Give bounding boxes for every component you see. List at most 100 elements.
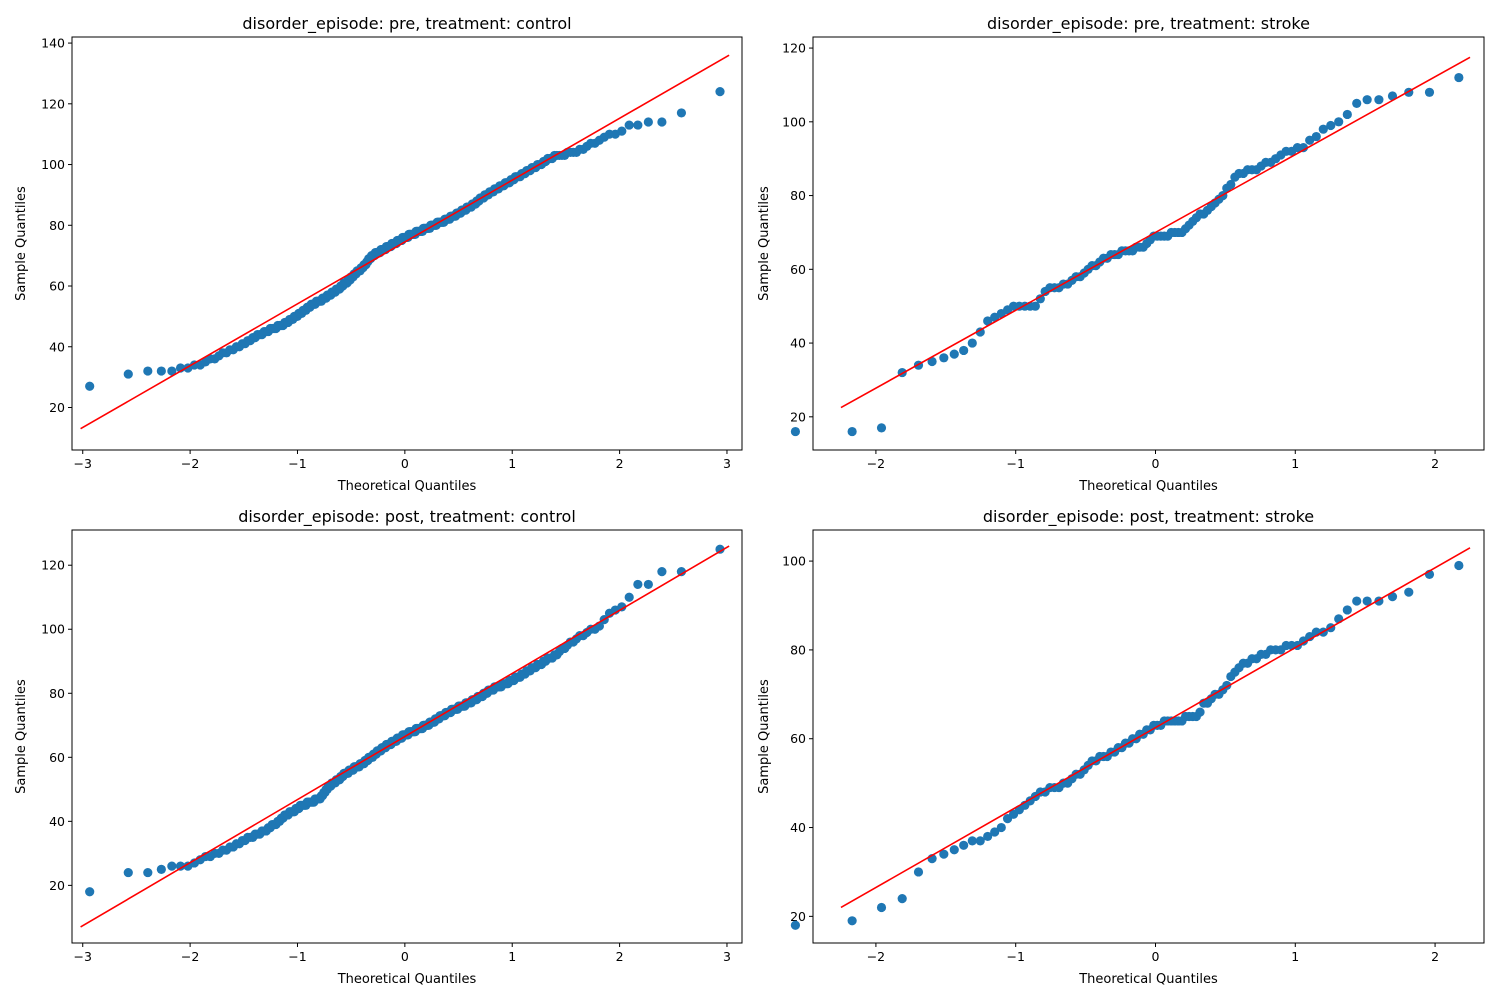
sample-point xyxy=(927,356,937,367)
x-tick-label: 2 xyxy=(1431,456,1439,471)
sample-point xyxy=(790,920,801,930)
sample-point xyxy=(990,827,1000,837)
x-tick-label: −3 xyxy=(74,456,92,471)
y-tick-label: 40 xyxy=(49,339,65,354)
sample-point xyxy=(123,867,133,878)
reference-line xyxy=(840,56,1471,409)
y-tick-label: 80 xyxy=(49,686,65,701)
y-tick-label: 120 xyxy=(41,96,65,111)
reference-line xyxy=(80,545,730,928)
x-axis-label: Theoretical Quantiles xyxy=(1078,479,1218,494)
sample-point xyxy=(156,864,166,874)
x-tick-label: −1 xyxy=(1006,949,1024,964)
sample-point xyxy=(85,381,95,391)
y-tick-label: 80 xyxy=(790,188,806,203)
sample-point xyxy=(643,579,653,590)
sample-point xyxy=(959,840,969,850)
sample-point xyxy=(715,87,725,97)
sample-point xyxy=(85,887,95,897)
sample-point xyxy=(1326,120,1336,131)
panel-title: disorder_episode: post, treatment: contr… xyxy=(238,507,576,527)
y-tick-label: 60 xyxy=(49,279,65,294)
y-tick-label: 20 xyxy=(790,909,806,924)
sample-point xyxy=(156,366,166,376)
sample-point xyxy=(1318,124,1328,134)
axes-frame xyxy=(71,36,743,451)
x-tick-label: 2 xyxy=(616,456,624,471)
reference-line xyxy=(840,547,1471,909)
sample-point xyxy=(983,831,993,842)
sample-point xyxy=(633,579,643,590)
y-axis-label: Sample Quantiles xyxy=(14,186,29,301)
sample-point xyxy=(617,126,627,136)
x-tick-label: 2 xyxy=(1431,949,1439,964)
x-tick-label: −2 xyxy=(181,949,199,964)
x-tick-label: 1 xyxy=(1291,949,1299,964)
x-tick-label: −1 xyxy=(288,949,306,964)
y-tick-label: 40 xyxy=(790,336,806,351)
sample-point xyxy=(1352,596,1362,606)
sample-point xyxy=(1454,72,1464,83)
sample-point xyxy=(1404,587,1414,597)
sample-point xyxy=(624,592,634,602)
sample-point xyxy=(847,916,857,926)
y-tick-label: 40 xyxy=(790,820,806,835)
sample-point xyxy=(624,120,634,130)
sample-point xyxy=(967,338,977,348)
sample-point xyxy=(715,544,725,554)
sample-point xyxy=(939,849,949,859)
sample-point xyxy=(949,349,959,359)
sample-point xyxy=(983,316,993,326)
y-tick-label: 100 xyxy=(782,554,806,569)
y-tick-label: 20 xyxy=(49,400,65,415)
axes-frame xyxy=(812,36,1485,451)
axes-frame xyxy=(812,529,1485,944)
qq-panel-pre-stroke: disorder_episode: pre, treatment: stroke… xyxy=(757,14,1485,494)
panel-title: disorder_episode: pre, treatment: stroke xyxy=(987,14,1310,34)
sample-point xyxy=(167,861,177,871)
y-tick-label: 60 xyxy=(790,262,806,277)
sample-point xyxy=(657,567,667,577)
x-tick-label: 1 xyxy=(1291,456,1299,471)
x-tick-label: −3 xyxy=(74,949,92,964)
y-tick-label: 80 xyxy=(790,642,806,657)
sample-point xyxy=(123,369,133,379)
y-tick-label: 100 xyxy=(41,157,65,172)
x-tick-label: −2 xyxy=(867,949,885,964)
sample-point xyxy=(1342,605,1352,615)
y-axis-label: Sample Quantiles xyxy=(14,679,29,794)
x-tick-label: 3 xyxy=(723,949,731,964)
x-tick-label: 0 xyxy=(401,949,409,964)
x-tick-label: 1 xyxy=(508,456,516,471)
sample-point xyxy=(1035,294,1045,304)
x-tick-label: 3 xyxy=(723,456,731,471)
sample-point xyxy=(996,822,1006,833)
y-tick-label: 120 xyxy=(782,41,806,56)
sample-point xyxy=(897,893,907,904)
sample-point xyxy=(939,353,949,363)
sample-point xyxy=(949,845,959,855)
x-tick-label: −1 xyxy=(288,456,306,471)
y-tick-label: 20 xyxy=(790,409,806,424)
y-tick-label: 20 xyxy=(49,878,65,893)
y-tick-label: 40 xyxy=(49,814,65,829)
sample-point xyxy=(1362,95,1372,105)
y-tick-label: 80 xyxy=(49,218,65,233)
sample-point xyxy=(847,426,857,437)
sample-point xyxy=(1226,179,1236,190)
qq-panel-post-stroke: disorder_episode: post, treatment: strok… xyxy=(757,507,1485,987)
sample-point xyxy=(633,120,643,130)
x-tick-label: 0 xyxy=(401,456,409,471)
sample-point xyxy=(143,867,153,878)
sample-point xyxy=(876,423,887,433)
sample-point xyxy=(617,602,627,612)
sample-point xyxy=(1352,98,1362,108)
sample-point xyxy=(1424,87,1435,97)
y-tick-label: 60 xyxy=(790,731,806,746)
sample-points xyxy=(790,72,1464,437)
x-tick-label: −1 xyxy=(1006,456,1024,471)
x-axis-label: Theoretical Quantiles xyxy=(1078,972,1218,987)
y-tick-label: 140 xyxy=(41,36,65,51)
x-tick-label: 0 xyxy=(1152,456,1160,471)
reference-line xyxy=(80,54,730,430)
